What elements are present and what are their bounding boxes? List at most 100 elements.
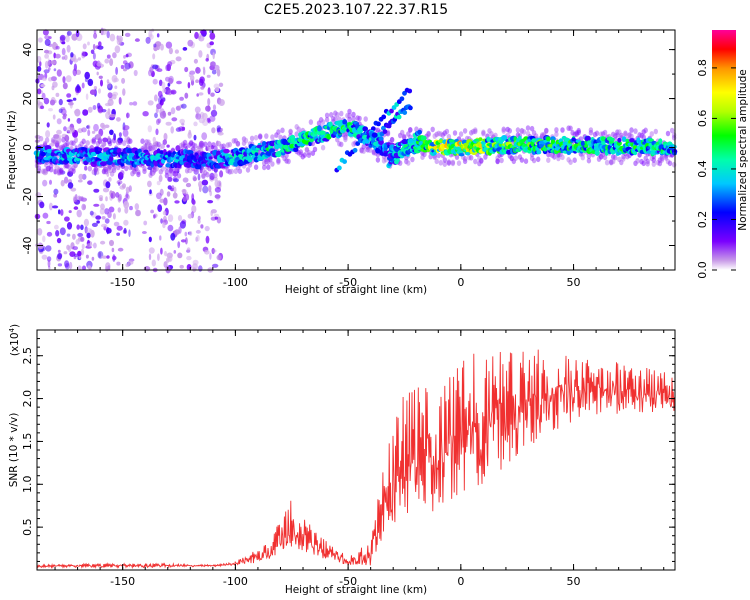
spectrogram-noise-blob bbox=[161, 81, 166, 90]
spectrogram-noise-blob bbox=[81, 51, 86, 59]
spectrogram-noise-blob bbox=[166, 252, 173, 259]
spectrogram-noise-blob bbox=[121, 183, 126, 189]
spectrogram-noise-blob bbox=[129, 102, 134, 106]
spectrogram-noise-blob bbox=[208, 185, 212, 193]
spectrogram-noise-blob bbox=[57, 249, 61, 253]
spectrogram-noise-blob bbox=[217, 131, 224, 136]
spectrogram-noise-blob bbox=[50, 60, 57, 65]
spectrogram-noise-blob bbox=[135, 209, 141, 217]
spectrogram-noise-blob bbox=[123, 227, 127, 234]
spectrogram-halo-blob bbox=[247, 162, 253, 168]
spectrogram-noise-blob bbox=[214, 216, 218, 220]
spectrogram-noise-blob bbox=[72, 195, 78, 203]
spectrogram-halo-blob bbox=[324, 112, 330, 119]
spectrogram-noise-blob bbox=[41, 254, 48, 260]
spectrogram-noise-blob bbox=[207, 98, 211, 106]
spectrogram-noise-blob bbox=[82, 43, 87, 50]
spectrogram-halo-blob bbox=[266, 164, 271, 170]
spectrogram-noise-blob bbox=[158, 79, 163, 87]
spectrogram-halo-blob bbox=[49, 163, 54, 169]
spectrogram-noise-blob bbox=[101, 216, 106, 220]
spectrogram-halo-blob bbox=[203, 141, 208, 148]
colorbar-tick-label: 0.4 bbox=[696, 160, 709, 178]
spectrogram-noise-blob bbox=[188, 231, 193, 236]
spectrogram-noise-blob bbox=[201, 179, 209, 186]
snr-ytick-label: 2.0 bbox=[21, 390, 34, 408]
spectrogram-halo-blob bbox=[207, 146, 212, 152]
spectrogram-noise-blob bbox=[106, 30, 110, 39]
spectrogram-noise-blob bbox=[157, 90, 163, 98]
spectrogram-band-blob bbox=[378, 139, 384, 146]
spectrogram-noise-blob bbox=[56, 69, 62, 77]
spectrogram-halo-blob bbox=[243, 137, 249, 144]
spectrogram-band-blob bbox=[625, 138, 630, 143]
spectrogram-noise-blob bbox=[93, 32, 98, 39]
spectrogram-noise-blob bbox=[190, 74, 195, 82]
spectrogram-noise-blob bbox=[62, 82, 68, 90]
spectrogram-noise-blob bbox=[87, 78, 94, 87]
spectrogram-band-blob bbox=[362, 126, 369, 132]
spectrogram-halo-blob bbox=[306, 152, 312, 158]
spectrogram-band-blob bbox=[198, 156, 204, 162]
spectrogram-noise-blob bbox=[77, 250, 82, 257]
spectrogram-halo-blob bbox=[568, 159, 573, 165]
spectrogram-halo-blob bbox=[294, 131, 299, 137]
spectrogram-noise-blob bbox=[98, 75, 103, 80]
spectrogram-noise-blob bbox=[87, 180, 93, 186]
spectrogram-noise-blob bbox=[195, 229, 201, 234]
spectrogram-noise-blob bbox=[206, 74, 211, 78]
spectrogram-noise-blob bbox=[96, 102, 101, 109]
spectrogram-halo-blob bbox=[107, 140, 113, 147]
spectrogram-noise-blob bbox=[38, 37, 43, 43]
spectrogram-halo-blob bbox=[434, 158, 439, 165]
spectrogram-noise-blob bbox=[200, 86, 205, 90]
spectrogram-halo-blob bbox=[576, 127, 581, 134]
spectrogram-streak-blob bbox=[381, 114, 387, 120]
spectrogram-noise-blob bbox=[150, 209, 155, 214]
spectrogram-halo-blob bbox=[343, 136, 348, 143]
spectrogram-halo-blob bbox=[665, 130, 671, 137]
spectrogram-noise-blob bbox=[174, 229, 181, 235]
spectrogram-noise-blob bbox=[180, 239, 187, 243]
spectrogram-noise-blob bbox=[44, 53, 49, 59]
spectrogram-band-blob bbox=[90, 151, 97, 157]
spectrogram-noise-blob bbox=[80, 224, 84, 231]
spectrogram-noise-blob bbox=[80, 197, 87, 202]
spectrogram-noise-blob bbox=[147, 100, 154, 106]
spectrogram-halo-blob bbox=[276, 159, 281, 165]
spectrogram-noise-blob bbox=[195, 113, 202, 120]
spectrogram-noise-blob bbox=[172, 178, 179, 183]
spectrogram-halo-blob bbox=[199, 140, 204, 147]
spectrogram-noise-blob bbox=[212, 104, 217, 111]
spectrogram-halo-blob bbox=[71, 140, 76, 146]
spectrogram-noise-blob bbox=[108, 177, 112, 182]
spectrogram-band-blob bbox=[658, 138, 663, 143]
spectrogram-noise-blob bbox=[67, 245, 72, 253]
spectrogram-halo-blob bbox=[481, 130, 486, 137]
spectrogram-noise-blob bbox=[97, 45, 104, 50]
spectrogram-noise-blob bbox=[132, 101, 138, 106]
spectrogram-halo-blob bbox=[156, 141, 161, 148]
spectrogram-noise-blob bbox=[77, 265, 82, 271]
spectrogram-noise-blob bbox=[87, 124, 91, 130]
spectrogram-halo-blob bbox=[544, 128, 549, 134]
spectrogram-noise-blob bbox=[147, 166, 153, 170]
spectrogram-noise-blob bbox=[42, 212, 49, 219]
spectrogram-noise-blob bbox=[109, 239, 114, 247]
spectrogram-noise-blob bbox=[213, 213, 220, 217]
spectrogram-noise-blob bbox=[197, 173, 201, 181]
spectrogram-halo-blob bbox=[560, 127, 565, 133]
spectrogram-halo-blob bbox=[320, 119, 326, 125]
spectrogram-halo-blob bbox=[347, 108, 352, 115]
spectrogram-noise-blob bbox=[149, 66, 154, 73]
spectrogram-noise-blob bbox=[152, 64, 159, 70]
spectrogram-noise-blob bbox=[189, 70, 196, 75]
spectrogram-halo-blob bbox=[633, 128, 638, 134]
spectrogram-band-blob bbox=[371, 132, 378, 138]
spectrogram-band-blob bbox=[170, 156, 175, 161]
spectrogram-halo-blob bbox=[176, 173, 182, 179]
spectrogram-noise-blob bbox=[72, 233, 76, 240]
spectrogram-noise-blob bbox=[182, 47, 188, 51]
spectrogram-noise-blob bbox=[216, 254, 222, 261]
spectrogram-halo-blob bbox=[253, 134, 259, 141]
